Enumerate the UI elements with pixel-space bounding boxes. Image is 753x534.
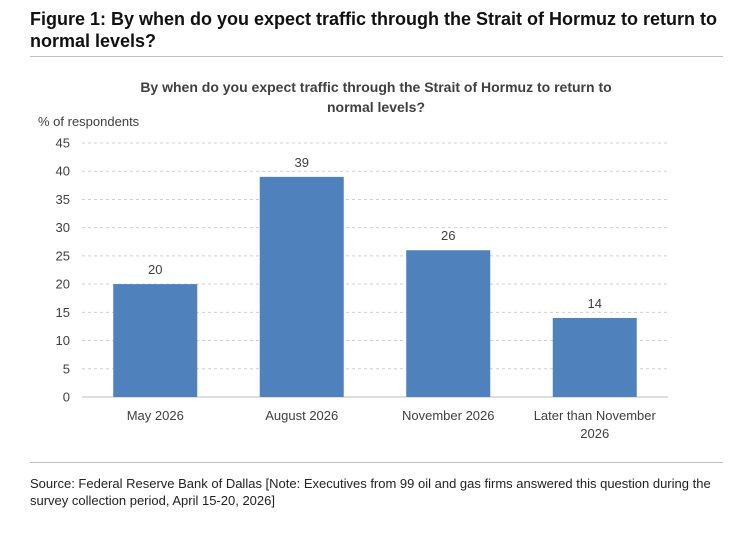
y-tick-label: 35 — [56, 192, 70, 207]
data-label: 39 — [295, 155, 309, 170]
chart-title: By when do you expect traffic through th… — [140, 79, 611, 115]
bar-chart: By when do you expect traffic through th… — [38, 79, 668, 441]
bars — [113, 176, 637, 397]
data-labels: 20 39 26 14 — [148, 155, 602, 311]
y-tick-label: 20 — [56, 277, 70, 292]
x-tick-label: May 2026 — [127, 408, 184, 423]
x-tick-label: Later than November — [534, 408, 657, 423]
y-tick-label: 45 — [56, 136, 70, 151]
figure-title: Figure 1: By when do you expect traffic … — [30, 9, 718, 51]
y-axis-label: % of respondents — [38, 114, 140, 129]
y-axis-ticks: 0 5 10 15 20 25 30 35 40 45 — [56, 136, 70, 405]
top-divider — [30, 56, 723, 57]
chart-title-line: By when do you expect traffic through th… — [140, 79, 611, 95]
x-tick-label: 2026 — [580, 426, 609, 441]
bar — [406, 250, 491, 397]
y-tick-label: 40 — [56, 164, 70, 179]
bar — [259, 176, 344, 397]
x-tick-label: November 2026 — [402, 408, 495, 423]
y-tick-label: 5 — [63, 361, 70, 376]
x-axis-ticks: May 2026 August 2026 November 2026 Later th… — [127, 408, 657, 441]
source-note: Source: Federal Reserve Bank of Dallas [… — [30, 476, 711, 508]
bar — [113, 284, 198, 397]
data-label: 26 — [441, 228, 455, 243]
bottom-divider — [30, 462, 723, 463]
x-tick-label: August 2026 — [265, 408, 338, 423]
y-tick-label: 0 — [63, 390, 70, 405]
chart-title-line: normal levels? — [327, 99, 425, 115]
y-tick-label: 15 — [56, 305, 70, 320]
data-label: 14 — [588, 296, 602, 311]
data-label: 20 — [148, 262, 162, 277]
y-tick-label: 10 — [56, 333, 70, 348]
bar — [552, 317, 637, 397]
y-tick-label: 30 — [56, 220, 70, 235]
y-tick-label: 25 — [56, 248, 70, 263]
